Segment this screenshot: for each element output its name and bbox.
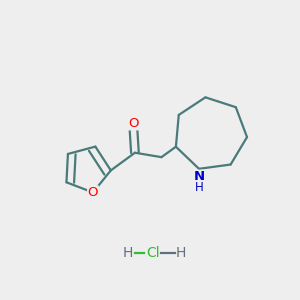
Text: Cl: Cl	[146, 246, 160, 260]
Text: O: O	[128, 117, 139, 130]
Text: O: O	[88, 186, 98, 199]
Text: N: N	[194, 170, 205, 183]
Text: H: H	[195, 181, 203, 194]
Text: H: H	[176, 246, 186, 260]
Text: H: H	[123, 246, 133, 260]
